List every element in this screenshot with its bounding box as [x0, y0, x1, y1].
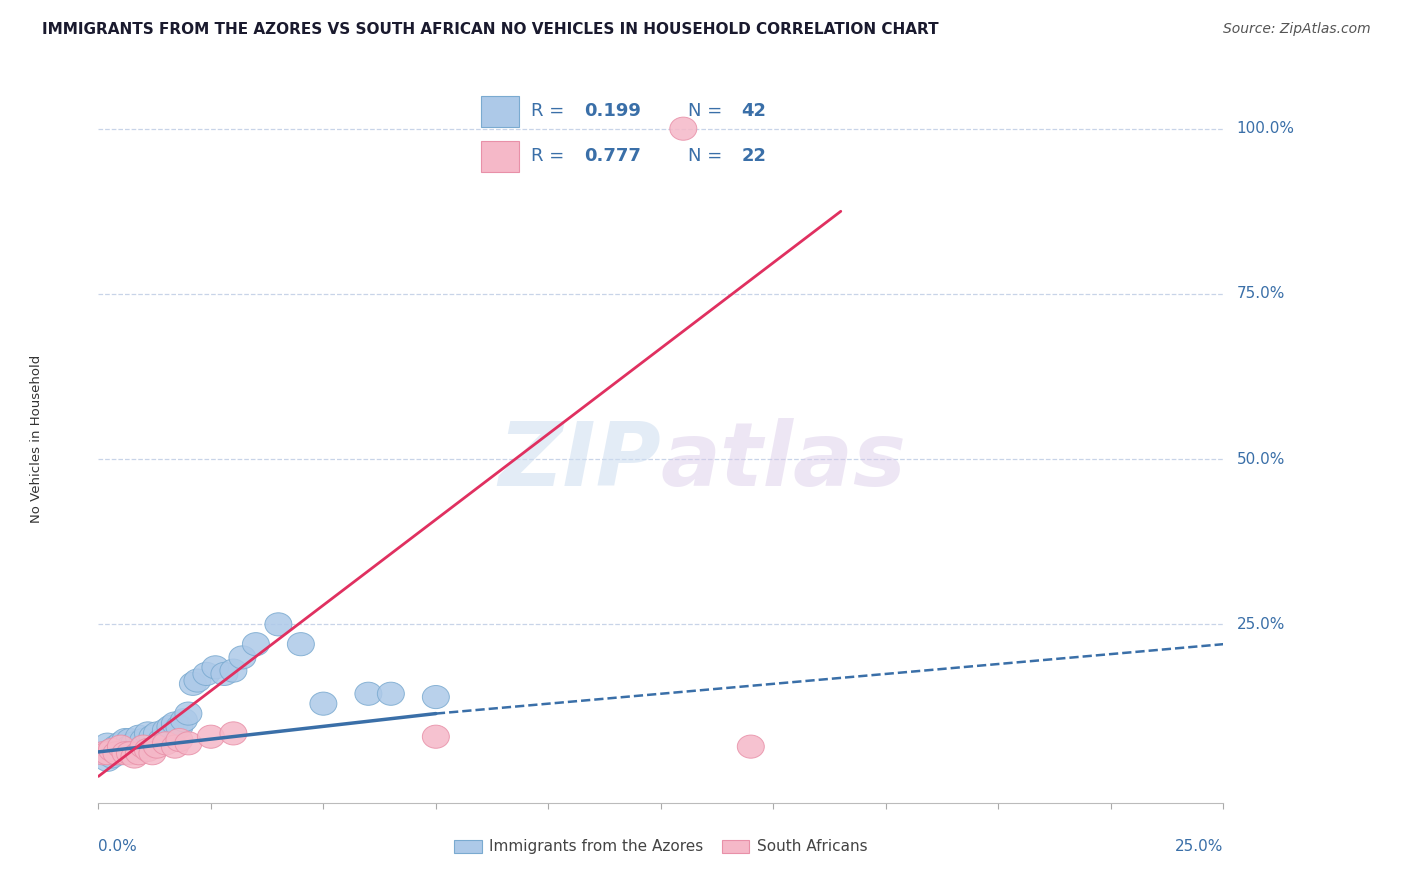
Ellipse shape — [184, 669, 211, 692]
Ellipse shape — [103, 741, 129, 764]
Ellipse shape — [125, 725, 152, 748]
Ellipse shape — [117, 741, 143, 764]
Ellipse shape — [129, 729, 157, 752]
Text: 0.0%: 0.0% — [98, 839, 138, 855]
Ellipse shape — [112, 739, 139, 762]
Ellipse shape — [139, 725, 166, 748]
Ellipse shape — [152, 719, 180, 741]
Ellipse shape — [219, 659, 247, 682]
Ellipse shape — [202, 656, 229, 679]
Ellipse shape — [422, 685, 450, 708]
Ellipse shape — [94, 741, 121, 764]
Ellipse shape — [354, 682, 382, 706]
Ellipse shape — [121, 731, 148, 755]
Ellipse shape — [737, 735, 765, 758]
Ellipse shape — [264, 613, 292, 636]
Ellipse shape — [162, 712, 188, 735]
Ellipse shape — [309, 692, 337, 715]
Ellipse shape — [129, 735, 157, 758]
Ellipse shape — [174, 731, 202, 755]
Ellipse shape — [107, 731, 135, 755]
Ellipse shape — [117, 729, 143, 752]
Ellipse shape — [242, 632, 270, 656]
Ellipse shape — [98, 745, 125, 768]
Ellipse shape — [90, 741, 117, 764]
Ellipse shape — [170, 708, 197, 731]
Ellipse shape — [98, 739, 125, 762]
Text: Source: ZipAtlas.com: Source: ZipAtlas.com — [1223, 22, 1371, 37]
Ellipse shape — [121, 739, 148, 762]
Ellipse shape — [174, 702, 202, 725]
Text: 25.0%: 25.0% — [1237, 617, 1285, 632]
Ellipse shape — [180, 673, 207, 696]
Ellipse shape — [166, 729, 193, 752]
Ellipse shape — [94, 733, 121, 756]
Ellipse shape — [211, 663, 238, 685]
Ellipse shape — [166, 715, 193, 739]
Ellipse shape — [98, 739, 125, 762]
Ellipse shape — [94, 748, 121, 772]
Text: No Vehicles in Household: No Vehicles in Household — [30, 355, 44, 524]
Ellipse shape — [193, 663, 219, 685]
Text: 25.0%: 25.0% — [1175, 839, 1223, 855]
Text: ZIP: ZIP — [498, 417, 661, 505]
Ellipse shape — [143, 735, 170, 758]
Text: IMMIGRANTS FROM THE AZORES VS SOUTH AFRICAN NO VEHICLES IN HOUSEHOLD CORRELATION: IMMIGRANTS FROM THE AZORES VS SOUTH AFRI… — [42, 22, 939, 37]
Ellipse shape — [139, 741, 166, 764]
Legend: Immigrants from the Azores, South Africans: Immigrants from the Azores, South Africa… — [449, 833, 873, 861]
Ellipse shape — [377, 682, 405, 706]
Text: 50.0%: 50.0% — [1237, 451, 1285, 467]
Ellipse shape — [669, 117, 697, 140]
Text: atlas: atlas — [661, 417, 907, 505]
Ellipse shape — [229, 646, 256, 669]
Ellipse shape — [117, 735, 143, 758]
Ellipse shape — [107, 735, 135, 758]
Ellipse shape — [107, 741, 135, 764]
Text: 100.0%: 100.0% — [1237, 121, 1295, 136]
Ellipse shape — [112, 741, 139, 764]
Ellipse shape — [103, 741, 129, 764]
Ellipse shape — [129, 735, 157, 758]
Text: 75.0%: 75.0% — [1237, 286, 1285, 301]
Ellipse shape — [287, 632, 315, 656]
Ellipse shape — [197, 725, 225, 748]
Ellipse shape — [135, 739, 162, 762]
Ellipse shape — [125, 741, 152, 764]
Ellipse shape — [157, 715, 184, 739]
Ellipse shape — [162, 735, 188, 758]
Ellipse shape — [103, 735, 129, 758]
Ellipse shape — [90, 741, 117, 764]
Ellipse shape — [121, 745, 148, 768]
Ellipse shape — [112, 729, 139, 752]
Ellipse shape — [422, 725, 450, 748]
Ellipse shape — [143, 722, 170, 745]
Ellipse shape — [135, 722, 162, 745]
Ellipse shape — [148, 729, 174, 752]
Ellipse shape — [152, 731, 180, 755]
Ellipse shape — [219, 722, 247, 745]
